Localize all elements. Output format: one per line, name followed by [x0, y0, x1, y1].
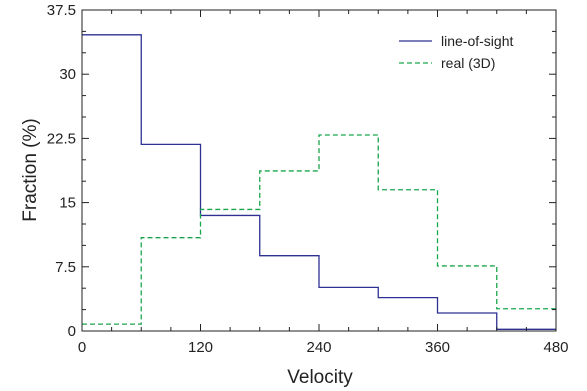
y-tick-label: 37.5 [47, 2, 76, 19]
x-tick-label: 360 [425, 339, 450, 356]
y-tick-label: 30 [59, 66, 76, 83]
x-tick-label: 0 [78, 339, 86, 356]
series-line-1 [82, 134, 556, 325]
y-tick-label: 22.5 [47, 130, 76, 147]
plot-area [82, 34, 556, 330]
x-axis-title: Velocity [287, 367, 353, 388]
y-tick-label: 0 [68, 323, 76, 340]
x-tick-label: 240 [306, 339, 331, 356]
legend-label-0: line-of-sight [441, 33, 513, 49]
y-tick-label: 7.5 [55, 259, 76, 276]
y-axis-title: Fraction (%) [20, 118, 41, 221]
series-line-0 [82, 34, 556, 330]
axes: 0 120 240 360 480 0 7.5 15 22.5 30 37.5 [47, 2, 569, 356]
x-tick-label: 480 [543, 339, 568, 356]
y-tick-label: 15 [59, 195, 76, 212]
legend-label-1: real (3D) [441, 55, 495, 71]
x-tick-label: 120 [188, 339, 213, 356]
legend: line-of-sight real (3D) [399, 33, 513, 71]
